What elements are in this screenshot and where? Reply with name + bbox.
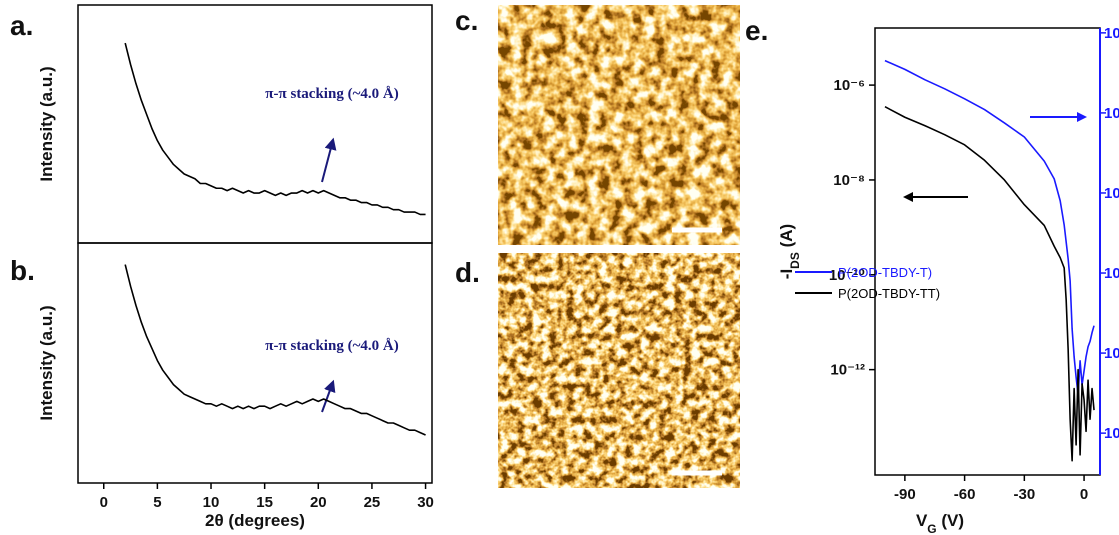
y2-tick-label: 10⁻⁷ xyxy=(1104,185,1119,202)
x-tick-label: 10 xyxy=(203,494,220,511)
panel-label: b. xyxy=(10,255,35,286)
y-tick-label: 10⁻⁸ xyxy=(833,172,865,189)
panel-label: d. xyxy=(455,257,480,288)
plot-frame xyxy=(77,242,433,484)
y2-tick-label: 10⁻⁸ xyxy=(1104,265,1119,282)
y-axis-label: -IDS (A) xyxy=(777,224,802,279)
label-part: DS xyxy=(788,252,802,269)
x-tick-label: 0 xyxy=(100,494,108,511)
y2-tick-label: 10⁻⁵ xyxy=(1104,25,1119,42)
y-tick-label: 10⁻¹² xyxy=(830,362,865,379)
legend-label: P(2OD-TBDY-T) xyxy=(838,265,932,280)
x-tick-label: 15 xyxy=(256,494,273,511)
annotation-arrow xyxy=(321,379,336,413)
x-axis-label: VG (V) xyxy=(916,511,964,535)
annotation: π-π stacking (~4.0 Å) xyxy=(265,338,398,354)
data-line xyxy=(124,264,426,436)
label-part: V xyxy=(916,511,928,530)
x-tick-label: 5 xyxy=(153,494,161,511)
x-tick-label: 0 xyxy=(1080,486,1088,503)
x-tick-label: 20 xyxy=(310,494,327,511)
y2-tick-label: 10⁻⁹ xyxy=(1104,345,1119,362)
plot-frame xyxy=(874,27,1101,476)
x-tick-label: -30 xyxy=(1013,486,1035,503)
label-part: -I xyxy=(777,269,796,279)
label-part: G xyxy=(927,522,936,535)
annotation: π-π stacking (~4.0 Å) xyxy=(265,86,398,102)
label-part: (V) xyxy=(937,511,964,530)
panel-label: a. xyxy=(10,10,33,41)
x-tick-label: -90 xyxy=(894,486,916,503)
x-axis-label: 2θ (degrees) xyxy=(205,511,305,530)
data-line xyxy=(124,42,426,216)
plot-frame xyxy=(77,4,433,244)
afm-image xyxy=(498,5,740,245)
y2-tick-label: 10⁻⁶ xyxy=(1104,105,1119,122)
y-tick-label: 10⁻¹⁰ xyxy=(829,267,865,284)
y-axis-label: Intensity (a.u.) xyxy=(37,305,56,420)
y-tick-label: 10⁻⁶ xyxy=(833,77,865,94)
annotation-arrow xyxy=(321,137,337,183)
y2-tick-label: 10⁻¹⁰ xyxy=(1104,425,1119,442)
x-tick-label: 30 xyxy=(417,494,434,511)
afm-image xyxy=(498,253,740,488)
label-part: (A) xyxy=(777,224,796,252)
panel-label: e. xyxy=(745,15,768,46)
panel-label: c. xyxy=(455,5,478,36)
data-line xyxy=(884,59,1095,396)
legend-label: P(2OD-TBDY-TT) xyxy=(838,286,940,301)
x-tick-label: -60 xyxy=(954,486,976,503)
data-line xyxy=(884,106,1095,462)
y-axis-label: Intensity (a.u.) xyxy=(37,66,56,181)
x-tick-label: 25 xyxy=(364,494,381,511)
